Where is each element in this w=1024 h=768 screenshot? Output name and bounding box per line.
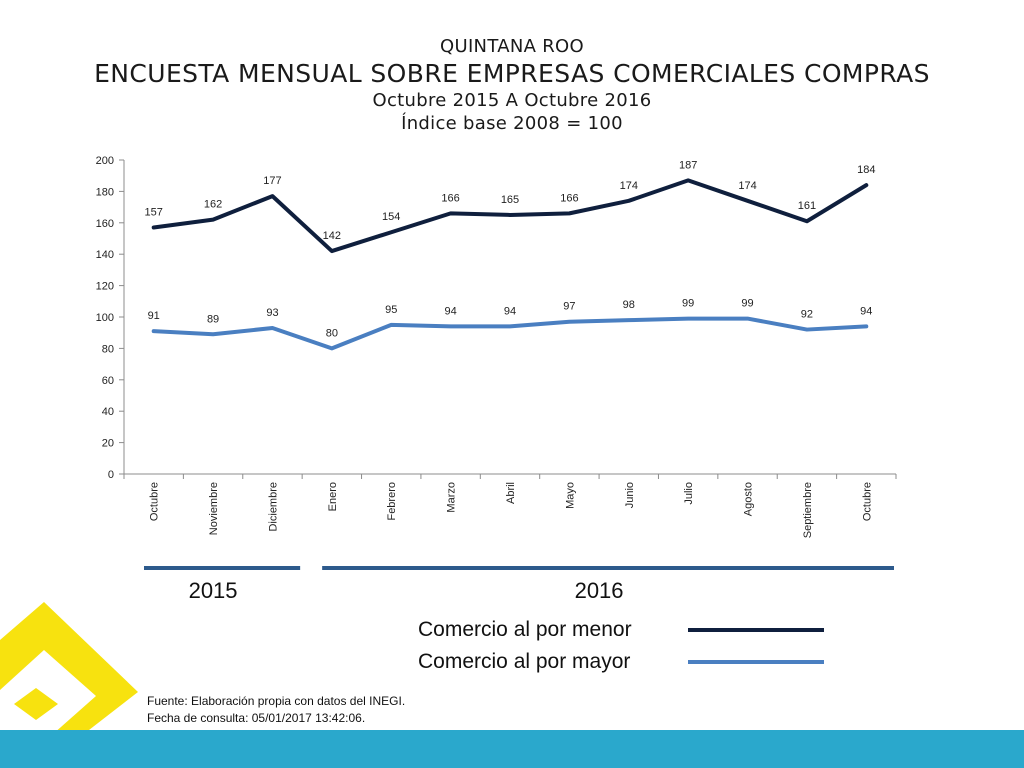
data-label: 94: [860, 305, 872, 317]
x-tick-label: Septiembre: [802, 482, 814, 538]
x-tick-label: Agosto: [743, 482, 755, 516]
line-chart: 0 20 40 60 80 100 120 140 160 180 200 Octubre Noviem…: [96, 155, 897, 570]
data-label: 99: [682, 298, 694, 310]
x-tick-label: Febrero: [386, 482, 398, 521]
legend-label: Comercio al por mayor: [418, 650, 631, 673]
data-label: 97: [563, 301, 575, 313]
data-label: 166: [560, 192, 578, 204]
data-label: 162: [204, 199, 222, 211]
data-label: 80: [326, 327, 338, 339]
series-line: [151, 316, 869, 351]
legend-item-mayor: Comercio al por mayor: [418, 648, 824, 676]
chart-title: ENCUESTA MENSUAL SOBRE EMPRESAS COMERCIA…: [94, 59, 930, 88]
x-tick-label: Octubre: [861, 482, 873, 521]
y-tick-label: 200: [96, 155, 114, 167]
data-label: 157: [145, 207, 163, 219]
data-label: 187: [679, 159, 697, 171]
legend-item-menor: Comercio al por menor: [418, 616, 824, 644]
y-tick-label: 20: [102, 438, 114, 450]
legend-line-swatch: [688, 660, 824, 664]
data-label: 177: [263, 175, 281, 187]
data-label: 94: [444, 305, 456, 317]
series-line: [151, 178, 869, 254]
y-tick-label: 120: [96, 281, 114, 293]
x-tick-label: Octubre: [149, 482, 161, 521]
legend-label: Comercio al por menor: [418, 618, 632, 641]
y-tick-label: 100: [96, 312, 114, 324]
data-label: 174: [738, 180, 756, 192]
data-label: 92: [801, 309, 813, 321]
x-tick-label: Diciembre: [267, 482, 279, 532]
data-label: 161: [798, 200, 816, 212]
year-label: 2016: [574, 578, 624, 603]
y-tick-label: 40: [102, 406, 114, 418]
y-tick-label: 80: [102, 343, 114, 355]
base-subtitle: Índice base 2008 = 100: [401, 113, 623, 134]
data-label: 98: [623, 299, 635, 311]
y-tick-label: 0: [108, 469, 114, 481]
source-line: Fuente: Elaboración propia con datos del…: [147, 694, 406, 708]
x-tick-label: Noviembre: [208, 482, 220, 535]
x-tick-label: Abril: [505, 482, 517, 504]
title-block: QUINTANA ROO ENCUESTA MENSUAL SOBRE EMPR…: [0, 36, 1024, 135]
year-label: 2015: [188, 578, 238, 603]
period-subtitle: Octubre 2015 A Octubre 2016: [372, 90, 652, 111]
x-tick-label: Marzo: [446, 482, 458, 513]
x-tick-label: Julio: [683, 482, 695, 505]
region-title: QUINTANA ROO: [440, 36, 584, 57]
brand-logo: [0, 602, 138, 768]
y-tick-label: 140: [96, 249, 114, 261]
legend-line-swatch: [688, 628, 824, 632]
data-label: 166: [441, 192, 459, 204]
y-tick-label: 180: [96, 186, 114, 198]
data-label: 93: [266, 307, 278, 319]
data-label: 184: [857, 164, 875, 176]
source-note: Fuente: Elaboración propia con datos del…: [147, 693, 405, 727]
data-label: 165: [501, 194, 519, 206]
data-label: 174: [620, 180, 638, 192]
data-label: 91: [148, 310, 160, 322]
x-tick-label: Enero: [327, 482, 339, 511]
x-tick-label: Junio: [624, 482, 636, 508]
y-tick-label: 160: [96, 218, 114, 230]
data-label: 95: [385, 304, 397, 316]
data-label: 89: [207, 313, 219, 325]
data-label: 142: [323, 230, 341, 242]
footer-band: [0, 730, 1024, 768]
consult-date-line: Fecha de consulta: 05/01/2017 13:42:06.: [147, 711, 366, 725]
x-tick-label: Mayo: [564, 482, 576, 509]
data-label: 154: [382, 211, 400, 223]
data-label: 94: [504, 305, 516, 317]
y-tick-label: 60: [102, 375, 114, 387]
data-label: 99: [741, 298, 753, 310]
